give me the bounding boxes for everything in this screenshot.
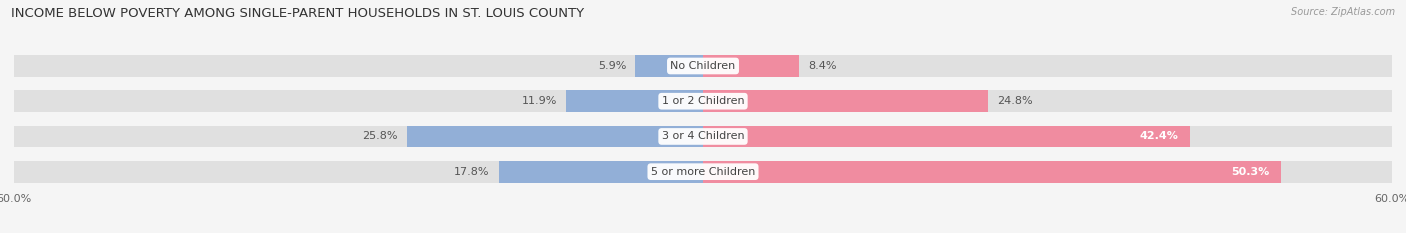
Text: Source: ZipAtlas.com: Source: ZipAtlas.com (1291, 7, 1395, 17)
Bar (703, 161, 1392, 183)
Text: 11.9%: 11.9% (522, 96, 557, 106)
Text: INCOME BELOW POVERTY AMONG SINGLE-PARENT HOUSEHOLDS IN ST. LOUIS COUNTY: INCOME BELOW POVERTY AMONG SINGLE-PARENT… (11, 7, 585, 20)
Text: 5 or more Children: 5 or more Children (651, 167, 755, 177)
Text: 25.8%: 25.8% (363, 131, 398, 141)
Bar (703, 126, 1189, 147)
Bar (406, 126, 703, 147)
Text: 50.3%: 50.3% (1230, 167, 1270, 177)
Text: 1 or 2 Children: 1 or 2 Children (662, 96, 744, 106)
Bar (567, 90, 703, 112)
Bar (14, 90, 703, 112)
Text: 42.4%: 42.4% (1139, 131, 1178, 141)
Bar (14, 55, 703, 77)
Bar (14, 161, 703, 183)
Bar (703, 161, 1281, 183)
Text: 3 or 4 Children: 3 or 4 Children (662, 131, 744, 141)
Bar (703, 126, 1392, 147)
Text: No Children: No Children (671, 61, 735, 71)
Bar (703, 90, 988, 112)
Bar (703, 90, 1392, 112)
Bar (636, 55, 703, 77)
Text: 24.8%: 24.8% (997, 96, 1032, 106)
Bar (14, 126, 703, 147)
Bar (499, 161, 703, 183)
Text: 17.8%: 17.8% (454, 167, 489, 177)
Text: 8.4%: 8.4% (808, 61, 837, 71)
Bar (703, 55, 800, 77)
Text: 5.9%: 5.9% (598, 61, 626, 71)
Bar (703, 55, 1392, 77)
